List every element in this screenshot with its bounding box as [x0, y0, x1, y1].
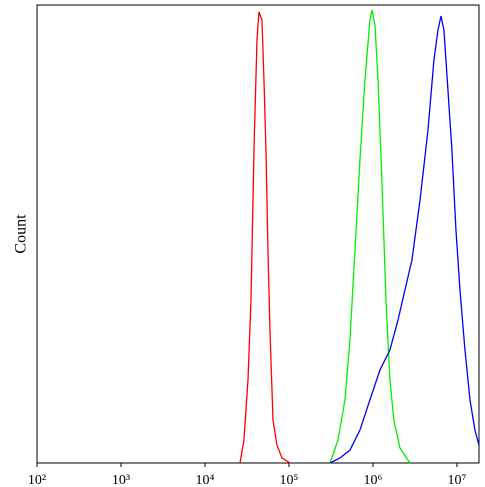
x-tick-label: 10²	[28, 473, 46, 487]
x-tick-label: 10⁶	[364, 473, 383, 487]
histogram-line	[329, 9, 411, 464]
plot-frame	[36, 4, 480, 464]
x-tick-label: 10⁵	[280, 473, 299, 487]
y-axis-label: Count	[13, 214, 30, 254]
x-tick-label: 10³	[112, 473, 130, 487]
x-tick-label: 10⁷	[448, 473, 467, 487]
histogram-line	[239, 11, 291, 464]
histogram-line	[329, 15, 480, 464]
x-tick-label: 10⁴	[196, 473, 215, 487]
